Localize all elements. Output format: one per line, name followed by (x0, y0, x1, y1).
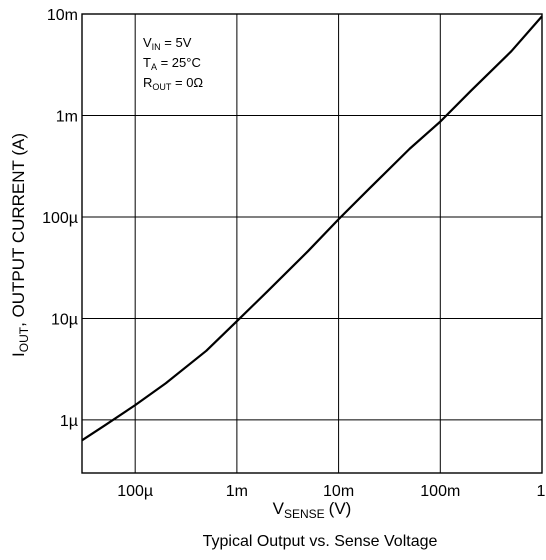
y-axis-label-rest: , OUTPUT CURRENT (A) (9, 133, 28, 327)
x-tick-label: 100m (420, 483, 460, 500)
annotation-box (138, 30, 230, 98)
annotation-line: TA = 25°C (143, 55, 201, 72)
y-axis-label-main: I (9, 352, 28, 357)
y-tick-label: 1µ (60, 413, 78, 430)
series-line (81, 15, 543, 442)
annotation-line: ROUT = 0Ω (143, 75, 203, 92)
plot-frame (81, 13, 543, 474)
x-axis-label: VSENSE (V) (273, 499, 352, 521)
x-tick-label: 100µ (117, 483, 153, 500)
annotation-line: VIN = 5V (143, 35, 192, 52)
x-tick-labels: 100µ 1m 10m 100m 1 (117, 483, 545, 500)
y-tick-label: 10m (47, 7, 78, 24)
x-tick-label: 10m (323, 483, 354, 500)
y-axis-label: IOUT, OUTPUT CURRENT (A) (9, 133, 31, 357)
x-tick-label: 1 (537, 483, 546, 500)
x-tick-label: 1m (226, 483, 248, 500)
conditions-annotation: VIN = 5V TA = 25°C ROUT = 0Ω (143, 35, 203, 92)
chart-title: Typical Output vs. Sense Voltage (203, 533, 438, 550)
y-axis-label-sub: OUT (17, 326, 31, 352)
y-tick-label: 10µ (51, 311, 78, 328)
y-tick-labels: 1µ 10µ 100µ 1m 10m (42, 7, 78, 430)
x-axis-label-sub: SENSE (284, 507, 325, 521)
x-axis-label-main: V (273, 499, 285, 518)
y-tick-label: 100µ (42, 210, 78, 227)
y-tick-label: 1m (56, 108, 78, 125)
x-axis-label-unit: (V) (329, 499, 352, 518)
